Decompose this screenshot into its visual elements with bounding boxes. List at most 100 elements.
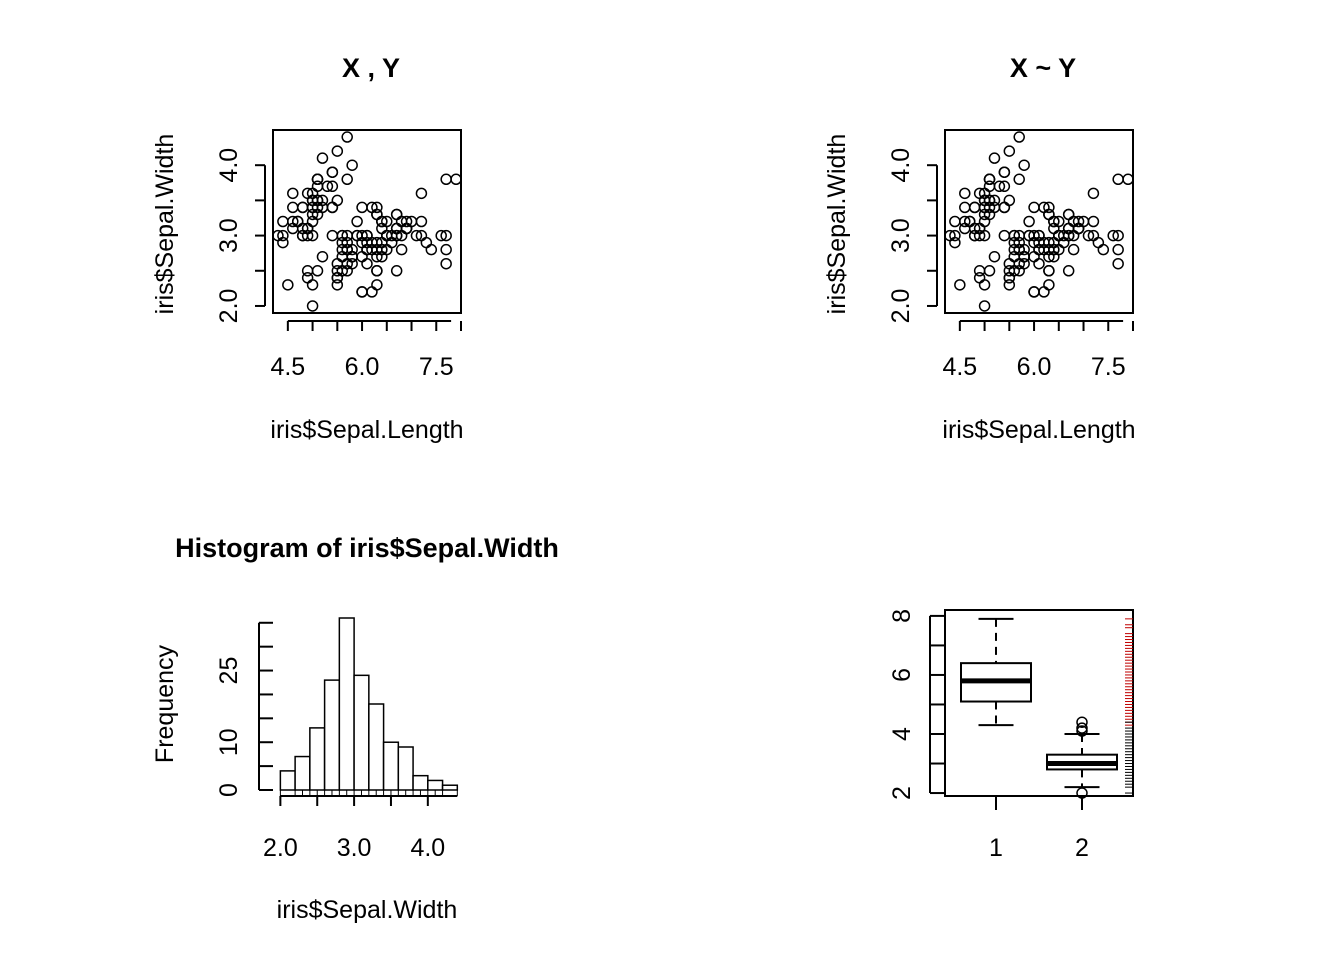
boxplot-axes: 2 4 6 8 1 2 [888, 609, 1089, 862]
scatter-xy-point [331, 279, 344, 291]
scatter-xy-point [311, 265, 324, 277]
boxplot-y-tick-label: 8 [888, 609, 916, 623]
histogram-bar [279, 770, 296, 791]
scatter-xy-point [356, 286, 368, 298]
scatter-formula-points [944, 131, 1134, 312]
scatter-xy-point [400, 222, 413, 235]
histogram-bar [294, 755, 311, 791]
scatter-xy-point [351, 215, 363, 228]
scatter-formula-point [1112, 243, 1124, 256]
histogram-bar [441, 784, 459, 791]
scatter-xy-point [341, 173, 353, 186]
histogram-x-tick-label: 2.0 [263, 834, 298, 862]
scatter-xy-point [351, 229, 363, 242]
boxplot-rug [1125, 618, 1133, 794]
boxplot-x-tick-label: 1 [989, 834, 1003, 862]
scatter-xy-point [346, 159, 358, 171]
scatter-formula-point [978, 194, 991, 207]
scatter-xy-point [376, 215, 388, 228]
scatter-formula-point [1028, 201, 1040, 214]
scatter-formula-point [1062, 208, 1075, 221]
histogram-xlabel: iris$Sepal.Width [277, 896, 458, 924]
scatter-xy-point [356, 201, 368, 214]
scatter-xy-point [450, 173, 462, 186]
scatter-formula-point [1013, 265, 1025, 277]
scatter-formula-ylabel: iris$Sepal.Width [823, 134, 851, 315]
scatter-formula-point [1043, 243, 1055, 256]
scatter-formula-point [983, 173, 996, 186]
scatter-xy-point [331, 194, 344, 207]
histogram-bar [382, 741, 400, 791]
scatter-formula-point [1043, 265, 1055, 277]
scatter-formula-point [1003, 279, 1016, 291]
scatter-formula-point [1097, 243, 1110, 256]
scatter-formula-point [1033, 257, 1045, 270]
scatter-xy-point [306, 300, 319, 312]
scatter-formula-point [1122, 173, 1134, 186]
histogram-rug [279, 790, 458, 796]
histogram-bar [338, 617, 355, 791]
scatter-xy-ylabel: iris$Sepal.Width [151, 134, 179, 315]
scatter-xy-point [326, 229, 339, 242]
histogram-x-tick-label: 3.0 [337, 834, 372, 862]
scatter-xy-point [420, 236, 433, 249]
scatter-formula-point [998, 229, 1011, 242]
scatter-xy-point [440, 173, 452, 186]
scatter-formula-point [993, 180, 1006, 193]
scatter-formula-point [1107, 229, 1119, 242]
scatter-formula-point [983, 265, 996, 277]
scatter-xy-point [296, 201, 309, 214]
scatter-formula-point [1048, 215, 1060, 228]
histogram-y-tick-label: 10 [215, 728, 243, 756]
scatter-xy-point [346, 250, 358, 263]
scatter-xy-point [277, 229, 289, 242]
scatter-formula-point [1038, 201, 1050, 214]
histogram-title: Histogram of iris$Sepal.Width [175, 533, 559, 563]
scatter-formula-point [1028, 250, 1040, 263]
scatter-formula-point [1003, 257, 1016, 270]
histogram-x-tick-label: 4.0 [410, 834, 445, 862]
scatter-formula-point [1028, 229, 1040, 242]
scatter-xy-point [395, 243, 408, 256]
boxplot-outlier [1076, 722, 1088, 734]
scatter-xy-point [390, 265, 403, 277]
scatter-xy-point [301, 265, 314, 277]
boxplot-y-tick-label: 6 [888, 668, 916, 682]
scatter-xy-point [287, 215, 299, 228]
scatter-formula-point [1053, 229, 1065, 242]
scatter-xy-point [331, 145, 344, 157]
scatter-formula-point [998, 166, 1011, 178]
scatter-xy-point [376, 243, 388, 256]
scatter-formula-point [968, 201, 981, 214]
scatter-formula-point [1023, 215, 1035, 228]
scatter-formula-point [978, 215, 991, 228]
boxplot-outlier [1076, 787, 1088, 799]
scatter-xy-points [272, 131, 462, 312]
scatter-xy-point [415, 187, 428, 200]
scatter-xy-point [306, 279, 319, 291]
scatter-formula-point [998, 180, 1011, 193]
scatter-formula-point [944, 229, 956, 242]
scatter-xy-y-tick-label: 4.0 [215, 148, 243, 183]
scatter-formula-point [1003, 145, 1016, 157]
boxplot-y-tick-label: 2 [888, 786, 916, 800]
histogram-bars [279, 617, 459, 791]
scatter-xy-y-tick-label: 3.0 [215, 218, 243, 253]
scatter-xy-point [296, 222, 309, 235]
histogram-bar [368, 703, 385, 791]
scatter-xy-point [287, 201, 299, 214]
scatter-formula-y-tick-label: 3.0 [887, 218, 915, 253]
scatter-xy-point [306, 194, 319, 207]
histogram-y-tick-label: 25 [215, 657, 243, 685]
scatter-formula-point [988, 250, 1001, 263]
scatter-xy-point [326, 166, 339, 178]
histogram-bar [353, 674, 370, 791]
scatter-xy-x-tick-label: 4.5 [270, 353, 305, 381]
scatter-xy-point [415, 229, 428, 242]
scatter-xy-point [440, 229, 452, 242]
scatter-formula-axes: 4.5 6.0 7.5 2.0 3.0 4.0 [887, 148, 1134, 381]
scatter-xy-point [410, 229, 423, 242]
scatter-xy-point [356, 229, 368, 242]
scatter-formula-point [1023, 229, 1035, 242]
scatter-xy-point [341, 265, 353, 277]
